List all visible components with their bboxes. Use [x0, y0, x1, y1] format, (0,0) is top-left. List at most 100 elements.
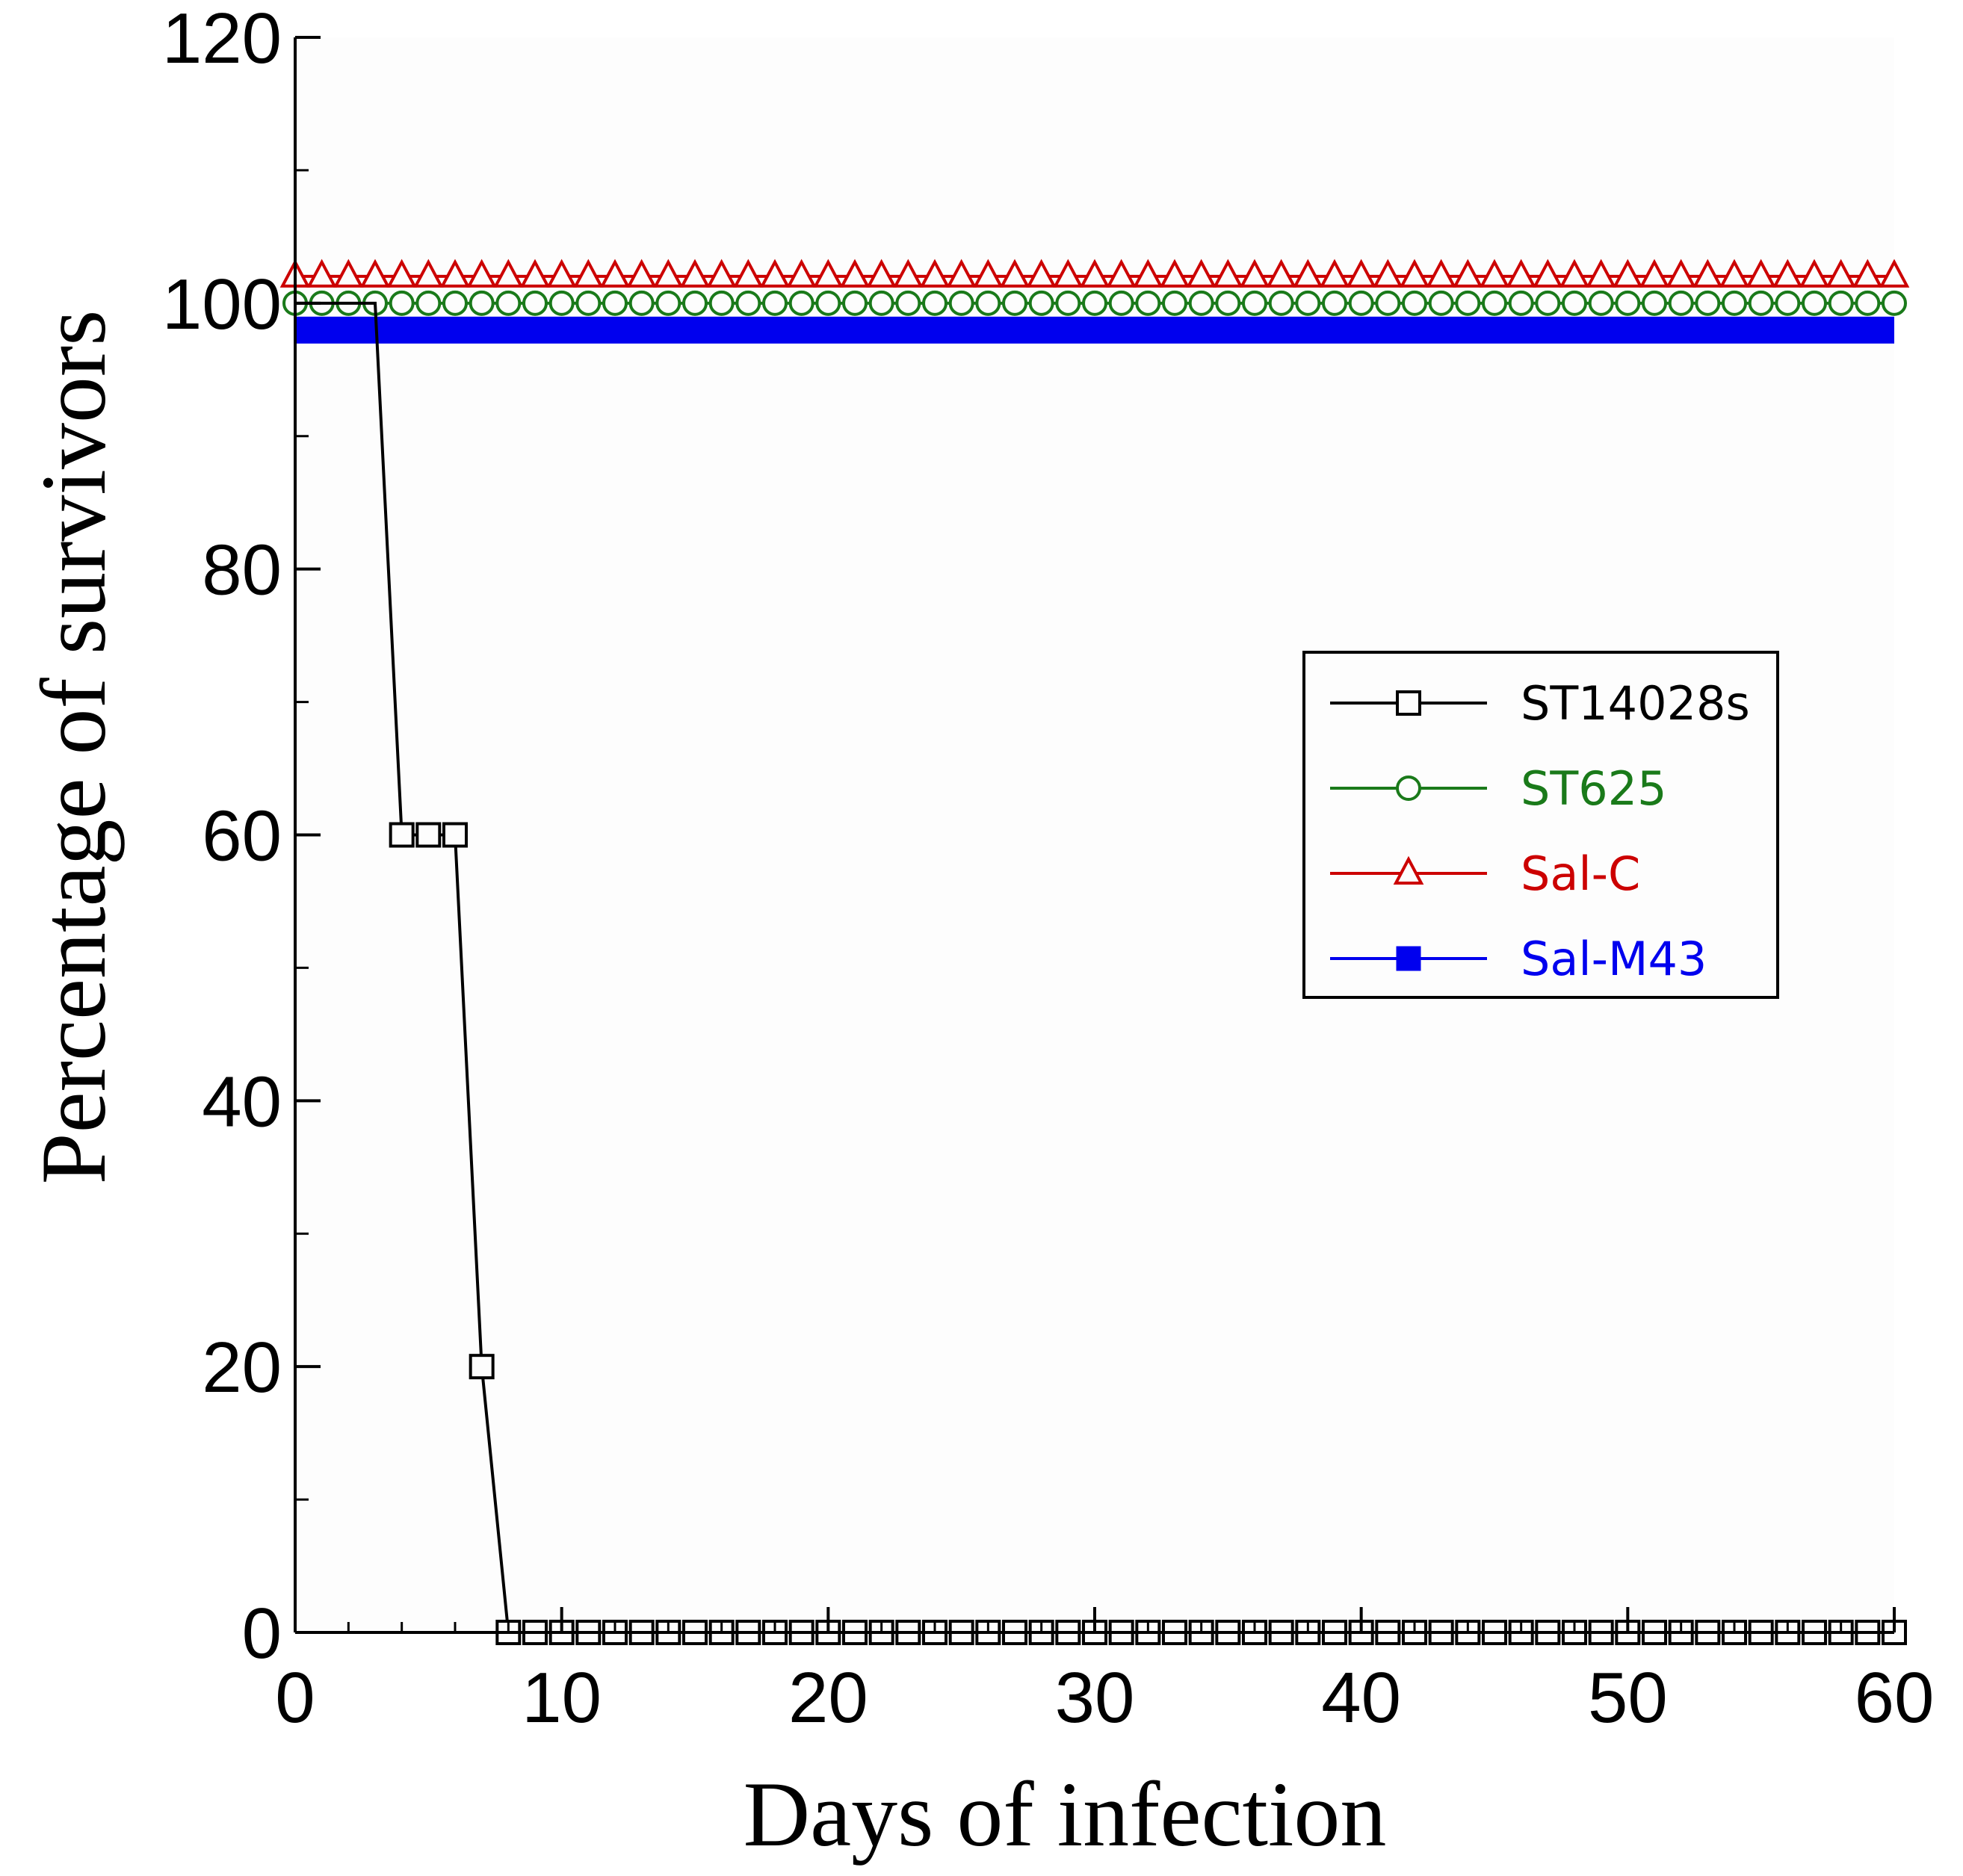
axes-layer: 0 20 40 60 80 100 120 0 10 20 30 40 50 60	[162, 0, 1935, 1738]
data-point	[682, 290, 708, 316]
legend-marker	[1396, 690, 1421, 716]
data-point	[442, 290, 468, 316]
data-point	[706, 259, 737, 288]
data-point	[1455, 290, 1481, 316]
data-point	[1346, 259, 1376, 288]
data-point	[868, 290, 894, 316]
data-point	[975, 290, 1001, 316]
data-point	[1295, 290, 1321, 316]
x-axis-title: Days of infection	[744, 1763, 1387, 1866]
data-point	[1802, 290, 1827, 316]
data-point	[1426, 259, 1456, 288]
data-point	[1079, 259, 1110, 288]
data-point	[1373, 259, 1403, 288]
data-point	[1692, 259, 1723, 288]
data-point	[679, 259, 711, 288]
x-tick-label: 60	[1855, 1658, 1935, 1738]
data-point	[469, 290, 495, 316]
data-point	[1055, 290, 1081, 316]
data-point	[1239, 259, 1270, 288]
legend-label: Sal-C	[1521, 846, 1640, 901]
data-point	[1719, 259, 1750, 288]
data-point	[1479, 259, 1510, 288]
data-point	[1266, 259, 1296, 288]
data-point	[1772, 259, 1803, 288]
data-point	[973, 259, 1004, 288]
data-point	[1319, 259, 1350, 288]
data-point	[1135, 290, 1161, 316]
data-point	[546, 259, 577, 288]
data-point	[1428, 290, 1454, 316]
data-point	[1852, 259, 1883, 288]
data-point	[575, 290, 602, 316]
data-point	[655, 290, 681, 316]
data-point	[1399, 259, 1430, 288]
data-point	[1106, 259, 1137, 288]
data-point	[946, 259, 977, 288]
x-tick-label: 50	[1588, 1658, 1668, 1738]
data-point	[386, 259, 417, 288]
data-point	[919, 259, 950, 288]
data-point	[389, 290, 415, 316]
data-point	[1799, 259, 1830, 288]
y-tick-label: 40	[202, 1062, 282, 1142]
y-tick-label: 120	[162, 0, 282, 78]
data-point	[788, 290, 814, 316]
legend: ST14028s ST625 Sal-C Sal-M43	[1302, 651, 1779, 999]
data-point	[1242, 290, 1267, 316]
data-point	[466, 259, 497, 288]
data-point	[1053, 259, 1083, 288]
data-point	[1482, 290, 1507, 316]
x-tick-label: 20	[788, 1658, 868, 1738]
legend-marker	[1396, 946, 1421, 971]
legend-item-sal-m43: Sal-M43	[1330, 932, 1707, 986]
data-point	[813, 259, 844, 288]
legend-item-st14028s: ST14028s	[1330, 676, 1750, 731]
data-point	[442, 822, 468, 848]
data-point	[1213, 259, 1243, 288]
data-point	[1668, 290, 1694, 316]
data-point	[1108, 290, 1134, 316]
data-point	[1322, 290, 1347, 316]
x-tick-label: 0	[275, 1658, 315, 1738]
data-point	[1748, 290, 1774, 316]
data-point	[626, 259, 657, 288]
data-point	[548, 290, 575, 316]
data-point	[1162, 290, 1187, 316]
data-point	[1828, 290, 1854, 316]
data-point	[495, 290, 522, 316]
y-axis-title: Percentage of survivors	[22, 310, 125, 1185]
data-point	[1613, 259, 1643, 288]
y-tick-label: 80	[202, 530, 282, 610]
data-point	[895, 290, 921, 316]
legend-label: Sal-M43	[1521, 932, 1707, 986]
data-point	[415, 290, 442, 316]
data-point	[786, 259, 817, 288]
data-point	[1028, 290, 1054, 316]
data-point	[519, 259, 551, 288]
y-tick-label: 20	[202, 1328, 282, 1408]
data-point	[1002, 290, 1027, 316]
legend-label: ST625	[1521, 761, 1667, 816]
data-point	[1722, 290, 1747, 316]
legend-item-sal-c: Sal-C	[1330, 846, 1640, 901]
data-point	[1746, 259, 1776, 288]
data-point	[573, 259, 604, 288]
data-point	[839, 259, 871, 288]
data-point	[1615, 290, 1641, 316]
data-point	[735, 290, 761, 316]
data-point	[1402, 290, 1427, 316]
data-point	[708, 290, 735, 316]
x-tick-label: 10	[522, 1658, 602, 1738]
data-point	[306, 259, 337, 288]
series-sal-m43	[295, 316, 1894, 344]
data-point	[1026, 259, 1057, 288]
legend-marker	[1393, 855, 1424, 885]
data-point	[1882, 290, 1907, 316]
data-point	[493, 259, 524, 288]
data-point	[413, 259, 444, 288]
data-point	[893, 259, 924, 288]
legend-item-st625: ST625	[1330, 761, 1667, 816]
data-point	[1588, 290, 1614, 316]
